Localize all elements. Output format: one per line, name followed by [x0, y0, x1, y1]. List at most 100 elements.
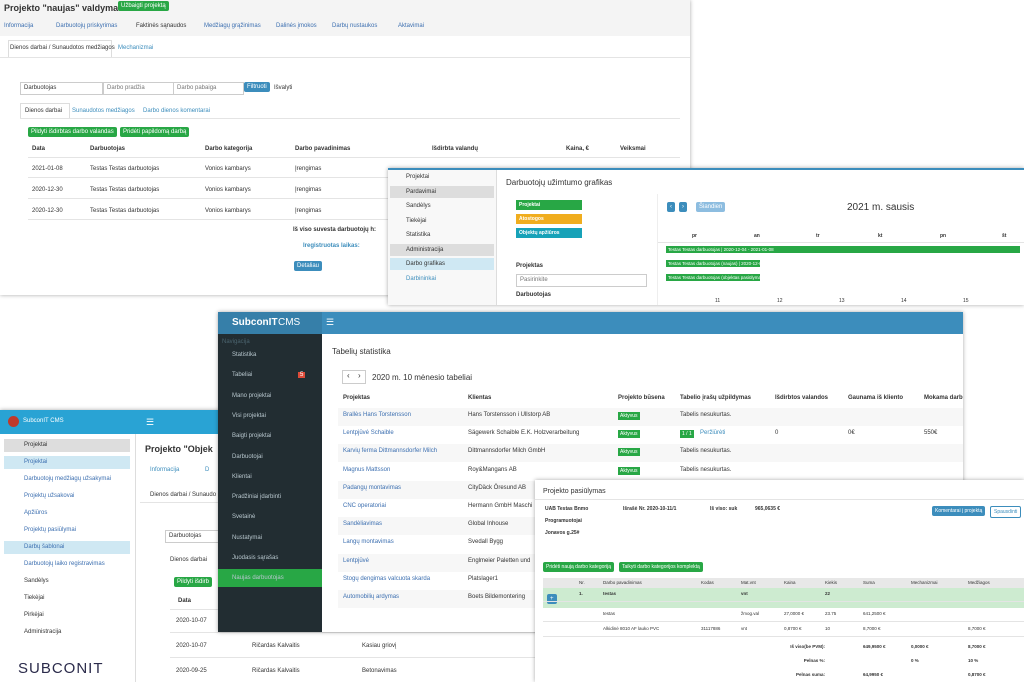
- menu-item[interactable]: Naujas darbuotojas: [232, 575, 284, 582]
- menu-item[interactable]: Baigti projektai: [232, 433, 272, 440]
- add-work-button[interactable]: Pridėti papildomą darbą: [120, 127, 190, 137]
- tab[interactable]: Medžiagų grąžinimas: [204, 23, 261, 29]
- menu-item[interactable]: Pradžiniai įdarbinti: [232, 494, 282, 501]
- cell[interactable]: Padangų montavimas: [343, 484, 402, 491]
- col-header: Darbo pavadinimas: [603, 580, 642, 585]
- total-cell: 0,8700 €: [968, 672, 986, 677]
- cell[interactable]: CNC operatoriai: [343, 503, 387, 509]
- cell[interactable]: Karvių ferma Dittmannsdorfer Milch: [343, 448, 438, 455]
- project-select[interactable]: Pasirinkite: [516, 274, 647, 287]
- menu-item[interactable]: Projektų užsakovai: [24, 493, 75, 499]
- divider: [28, 219, 680, 220]
- menu-item[interactable]: Statistika: [232, 352, 257, 358]
- menu-item[interactable]: Tiekėjai: [406, 217, 427, 224]
- cell: 0,8700 €: [784, 626, 802, 631]
- row-bg: [338, 408, 963, 426]
- menu-item[interactable]: Klientai: [232, 473, 252, 480]
- cell[interactable]: Langų montavimas: [343, 539, 394, 546]
- tab[interactable]: Dienos darbai: [25, 108, 63, 114]
- period: 2020 m. 10 mėnesio tabeliai: [372, 373, 473, 382]
- add-hours-button[interactable]: Pildyti išdirbtas darbo valandas: [28, 127, 117, 137]
- tab[interactable]: D: [205, 467, 210, 473]
- finish-button[interactable]: Užbaigti projektą: [118, 1, 169, 11]
- menu-item[interactable]: Darbo grafikas: [406, 261, 446, 267]
- menu-item[interactable]: Projektų pasiūlymai: [24, 527, 77, 533]
- comments-button[interactable]: Komentarai į projektą: [932, 506, 986, 516]
- menu-item[interactable]: Darbuotojų medžiagų užsakymai: [24, 476, 112, 482]
- details-button[interactable]: Detaliau: [294, 261, 323, 271]
- cell[interactable]: Automobilių ardymas: [343, 594, 400, 600]
- clear-link[interactable]: Išvalyti: [274, 85, 293, 91]
- menu-item[interactable]: Administracija: [24, 629, 62, 635]
- menu-item[interactable]: Darbuotojų laiko registravimas: [24, 561, 105, 567]
- tab[interactable]: Darbų nustaukos: [332, 23, 378, 29]
- menu-item[interactable]: Tiekėjai: [24, 595, 45, 601]
- menu-item[interactable]: Projektai: [406, 174, 430, 180]
- menu-item[interactable]: Pardavimai: [406, 188, 437, 195]
- menu-item[interactable]: Darbuotojai: [232, 453, 263, 460]
- event: Testas Testas darbuotojas | 2020-12-04 -…: [666, 246, 1020, 253]
- cell[interactable]: Brallės Hans Torstensson: [343, 412, 411, 418]
- add-button[interactable]: Pildyti išdirb: [174, 577, 213, 587]
- menu-item[interactable]: Statistika: [406, 232, 431, 238]
- date-from[interactable]: Darbo pradžia: [103, 82, 174, 95]
- menu-item[interactable]: Sandėlys: [406, 203, 431, 209]
- menu-toggle[interactable]: ☰: [146, 417, 155, 427]
- divider: [28, 198, 680, 199]
- tab[interactable]: Informacija: [150, 467, 180, 473]
- tab[interactable]: Darbuotojų priskyrimas: [56, 23, 118, 29]
- subtab[interactable]: Mechanizmai: [118, 45, 154, 51]
- subtab[interactable]: Dienos darbai / Sunaudo: [150, 492, 217, 498]
- menu-item[interactable]: Sandėlys: [24, 578, 49, 584]
- apply-set[interactable]: Taikyti darbo kategorijos komplektą: [619, 562, 703, 572]
- date-to[interactable]: Darbo pabaiga: [173, 82, 244, 95]
- menu-item[interactable]: Tabeliai: [232, 372, 253, 379]
- col-header: Medžiagos: [968, 580, 990, 585]
- cell: 0: [775, 430, 779, 437]
- tab[interactable]: Dalinės įmokos: [276, 23, 317, 29]
- menu-toggle[interactable]: ☰: [326, 317, 335, 327]
- weekday: št: [1002, 233, 1007, 239]
- col-header: Gaunama iš kliento: [848, 395, 904, 401]
- menu-item[interactable]: Projektai: [24, 442, 48, 448]
- print-button[interactable]: Spausdinti: [990, 506, 1022, 518]
- menu-item[interactable]: Apžiūros: [24, 510, 48, 516]
- menu-item[interactable]: Juodasis sąrašas: [232, 555, 279, 561]
- tab[interactable]: Sunaudotos medžiagos: [72, 108, 135, 114]
- tab[interactable]: Aktavimai: [398, 23, 425, 29]
- worker-select[interactable]: Darbuotojas: [20, 82, 103, 95]
- header: Data: [178, 598, 192, 604]
- total-cell: 10 %: [968, 658, 979, 663]
- cell[interactable]: Lentpjūvė Schaible: [343, 430, 394, 437]
- menu-item[interactable]: Mano projektai: [232, 392, 272, 399]
- company: UAB Testas Bnmo: [545, 506, 589, 512]
- today-button[interactable]: Šiandien: [696, 202, 726, 212]
- menu-item[interactable]: Nustatymai: [232, 534, 263, 541]
- registered-link[interactable]: Iregistruotas laikas:: [303, 243, 360, 249]
- menu-item[interactable]: Administracija: [406, 246, 444, 253]
- view-link[interactable]: Peržiūrėti: [700, 430, 726, 437]
- cell[interactable]: Stogų dengimas valcuota skarda: [343, 575, 431, 582]
- add-category[interactable]: Pridėti naują darbo kategoriją: [543, 562, 615, 572]
- cell[interactable]: Magnus Mattsson: [343, 466, 391, 473]
- menu-item[interactable]: Darbų šablonai: [24, 544, 65, 550]
- prev[interactable]: ‹: [347, 371, 350, 380]
- cell[interactable]: Lentpjūvė: [343, 557, 370, 564]
- tab[interactable]: Faktinės sąnaudos: [136, 23, 187, 29]
- next[interactable]: ›: [679, 202, 687, 212]
- tab[interactable]: Darbo dienos komentarai: [143, 108, 211, 114]
- filter-button[interactable]: Filtruoti: [244, 82, 270, 92]
- menu-item[interactable]: Svetainė: [232, 514, 256, 521]
- pager[interactable]: [342, 370, 366, 384]
- add-row[interactable]: +: [547, 594, 557, 604]
- tab[interactable]: Dienos darbai: [170, 557, 208, 563]
- prev[interactable]: ‹: [667, 202, 675, 212]
- tab[interactable]: Informacija: [4, 23, 34, 29]
- menu-item[interactable]: Projektai: [24, 459, 48, 465]
- menu-item[interactable]: Darbininkai: [406, 275, 437, 282]
- subtab[interactable]: Dienos darbai / Sunaudotos medžiagos: [10, 45, 115, 51]
- cell[interactable]: Sandėliavimas: [343, 521, 383, 528]
- next[interactable]: ›: [358, 371, 361, 380]
- menu-item[interactable]: Pirkėjai: [24, 612, 44, 618]
- menu-item[interactable]: Visi projektai: [232, 412, 266, 419]
